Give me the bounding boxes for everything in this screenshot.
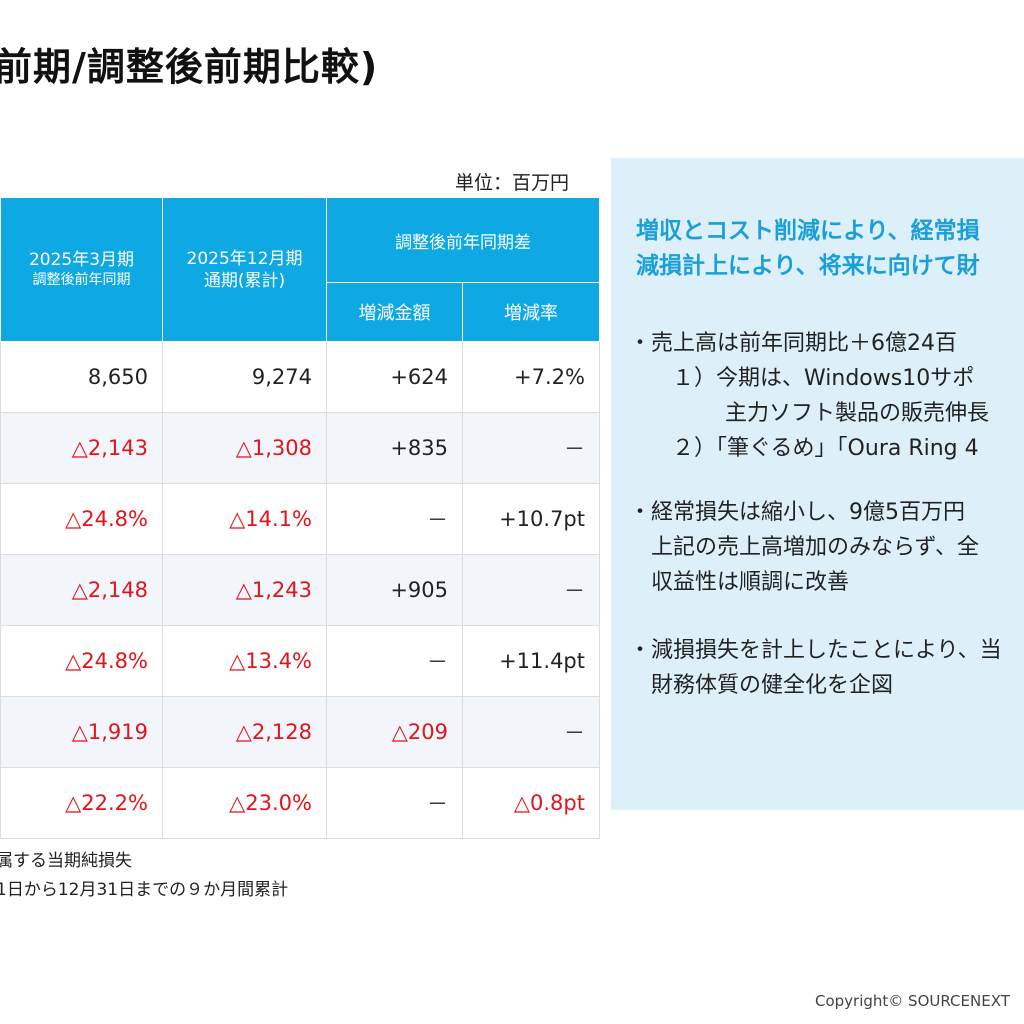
- cell-rate: △0.8pt: [462, 767, 600, 839]
- header-diff-rate: 増減率: [462, 282, 600, 342]
- cell-amount: +905: [326, 554, 463, 626]
- table-row: △24.8% △14.1% － +10.7pt: [0, 483, 600, 555]
- cell-prev: 8,650: [0, 341, 163, 413]
- cell-amount: －: [326, 625, 463, 697]
- cell-rate: －: [462, 554, 600, 626]
- cell-rate: +7.2%: [462, 341, 600, 413]
- header-current-period: 2025年12月期 通期(累計): [162, 197, 327, 342]
- cell-prev: △24.8%: [0, 483, 163, 555]
- bullet-revenue-sub-2: ２）「筆ぐるめ」「Oura Ring 4: [672, 436, 979, 461]
- cell-prev: △24.8%: [0, 625, 163, 697]
- cell-curr: △1,308: [162, 412, 327, 484]
- cell-prev: △2,148: [0, 554, 163, 626]
- bullet-impairment: ・減損損失を計上したことにより、当: [629, 638, 1002, 663]
- page-title: 前期/調整後前期比較): [0, 45, 379, 89]
- cell-amount: －: [326, 483, 463, 555]
- cell-curr: △1,243: [162, 554, 327, 626]
- cell-amount: +624: [326, 341, 463, 413]
- bullet-revenue-sub-1: １）今期は、Windows10サポ: [672, 366, 975, 391]
- bullet-impairment-cont: 財務体質の健全化を企図: [651, 673, 894, 698]
- bullet-ordinary-loss-cont-1: 上記の売上高増加のみならず、全: [651, 535, 980, 560]
- header-diff-amount: 増減金額: [326, 282, 463, 342]
- cell-curr: △2,128: [162, 696, 327, 768]
- table-row: △2,148 △1,243 +905 －: [0, 554, 600, 626]
- summary-panel: [611, 158, 1024, 810]
- cell-amount: +835: [326, 412, 463, 484]
- table-row: △22.2% △23.0% － △0.8pt: [0, 767, 600, 839]
- unit-label: 単位：百万円: [455, 172, 570, 194]
- cell-prev: △2,143: [0, 412, 163, 484]
- cell-curr: △23.0%: [162, 767, 327, 839]
- table-row: 8,650 9,274 +624 +7.2%: [0, 341, 600, 413]
- cell-rate: －: [462, 412, 600, 484]
- bullet-revenue-sub-1-cont: 主力ソフト製品の販売伸長: [725, 401, 990, 426]
- bullet-revenue: ・売上高は前年同期比＋6億24百: [629, 331, 957, 356]
- footnote-1: 属する当期純損失: [0, 851, 132, 871]
- footnote-2: 1日から12月31日までの９か月間累計: [0, 880, 289, 900]
- cell-prev: △1,919: [0, 696, 163, 768]
- cell-curr: 9,274: [162, 341, 327, 413]
- cell-curr: △13.4%: [162, 625, 327, 697]
- cell-prev: △22.2%: [0, 767, 163, 839]
- header-diff-group: 調整後前年同期差: [326, 197, 600, 283]
- copyright-text: Copyright© SOURCENEXT: [815, 992, 1010, 1010]
- cell-rate: +10.7pt: [462, 483, 600, 555]
- financial-table: 2025年3月期 調整後前年同期 2025年12月期 通期(累計) 調整後前年同…: [0, 197, 600, 839]
- cell-amount: △209: [326, 696, 463, 768]
- bullet-ordinary-loss-cont-2: 収益性は順調に改善: [651, 570, 850, 595]
- panel-headline: 増収とコスト削減により、経常損 減損計上により、将来に向けて財: [636, 218, 980, 279]
- bullet-ordinary-loss: ・経常損失は縮小し、9億5百万円: [629, 500, 965, 525]
- cell-curr: △14.1%: [162, 483, 327, 555]
- table-row: △24.8% △13.4% － +11.4pt: [0, 625, 600, 697]
- header-prev-period: 2025年3月期 調整後前年同期: [0, 197, 163, 342]
- cell-rate: +11.4pt: [462, 625, 600, 697]
- table-row: △1,919 △2,128 △209 －: [0, 696, 600, 768]
- cell-rate: －: [462, 696, 600, 768]
- table-row: △2,143 △1,308 +835 －: [0, 412, 600, 484]
- cell-amount: －: [326, 767, 463, 839]
